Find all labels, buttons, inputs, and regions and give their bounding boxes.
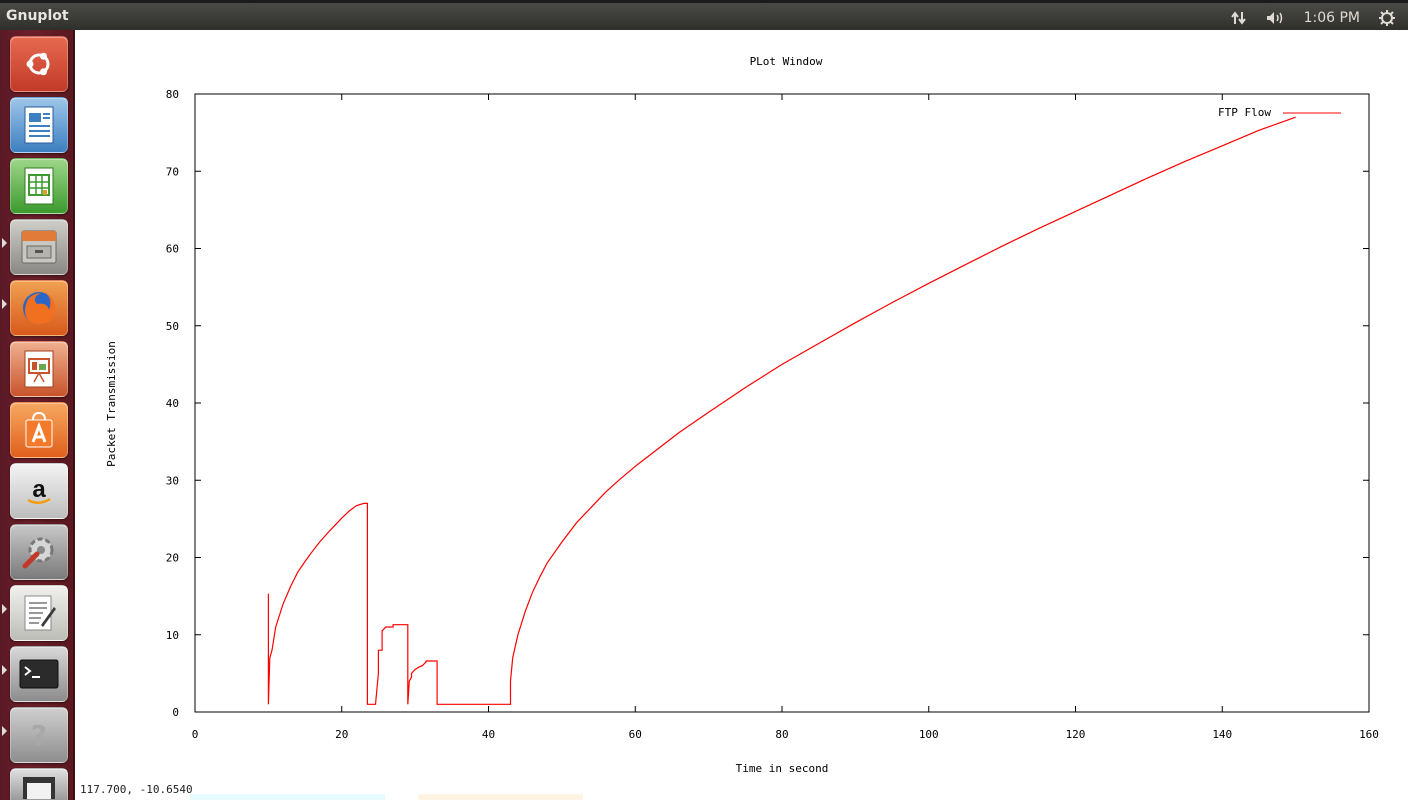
- clock-label[interactable]: 1:06 PM: [1303, 10, 1360, 26]
- x-tick-label: 20: [335, 728, 348, 741]
- speaker-icon[interactable]: [1266, 11, 1286, 25]
- text-editor-icon[interactable]: [10, 585, 68, 641]
- legend-label: FTP Flow: [1218, 106, 1271, 119]
- plot-canvas[interactable]: PLot Window 0 20 40 60 80 100 120 140 160 0 10 20 3…: [77, 30, 1408, 783]
- x-axis: 0 20 40 60 80 100 120 140 160: [192, 94, 1379, 741]
- x-tick-label: 60: [629, 728, 642, 741]
- running-indicator: [2, 665, 7, 675]
- legend: FTP Flow: [1218, 106, 1341, 119]
- app-title: Gnuplot: [6, 8, 69, 24]
- x-tick-label: 160: [1359, 728, 1379, 741]
- top-panel: Gnuplot 1:06 PM: [0, 0, 1408, 30]
- amazon-icon[interactable]: a: [10, 463, 68, 519]
- x-tick-label: 120: [1066, 728, 1086, 741]
- launcher: a ?: [0, 30, 75, 800]
- help-icon[interactable]: ?: [10, 707, 68, 763]
- indicator-area: 1:06 PM: [1230, 7, 1396, 29]
- x-tick-label: 0: [192, 728, 199, 741]
- x-tick-label: 100: [919, 728, 939, 741]
- y-tick-label: 80: [166, 88, 179, 101]
- writer-icon[interactable]: [10, 97, 68, 153]
- mouse-coordinates: 117.700, -10.6540: [80, 783, 193, 796]
- y-axis: 0 10 20 30 40 50 60 70 80: [166, 88, 1369, 719]
- y-tick-label: 40: [166, 397, 179, 410]
- y-tick-label: 70: [166, 165, 179, 178]
- ubuntu-logo-icon[interactable]: [10, 36, 68, 92]
- settings-wrench-icon[interactable]: [10, 524, 68, 580]
- file-cabinet-icon[interactable]: [10, 219, 68, 275]
- calc-icon[interactable]: [10, 158, 68, 214]
- y-tick-label: 30: [166, 474, 179, 487]
- trash-icon[interactable]: [10, 768, 68, 800]
- y-tick-label: 0: [172, 706, 179, 719]
- gear-power-icon[interactable]: [1378, 9, 1396, 27]
- plot-frame: [194, 93, 1370, 713]
- impress-icon[interactable]: [10, 341, 68, 397]
- x-tick-label: 140: [1212, 728, 1232, 741]
- network-updown-icon[interactable]: [1230, 11, 1248, 25]
- running-indicator: [2, 604, 7, 614]
- x-tick-label: 80: [775, 728, 788, 741]
- y-tick-label: 50: [166, 320, 179, 333]
- x-axis-label: Time in second: [736, 762, 829, 775]
- taskbar-glow: [190, 794, 385, 800]
- taskbar-glow: [418, 794, 583, 800]
- svg-text:a: a: [32, 476, 46, 503]
- running-indicator: [2, 726, 7, 736]
- running-indicator: [2, 238, 7, 248]
- firefox-icon[interactable]: [10, 280, 68, 336]
- y-tick-label: 60: [166, 243, 179, 256]
- y-tick-label: 20: [166, 552, 179, 565]
- y-axis-label: Packet Transmission: [105, 341, 118, 467]
- x-tick-label: 40: [482, 728, 495, 741]
- series-line-ftp-flow: [267, 116, 1296, 705]
- terminal-icon[interactable]: [10, 646, 68, 702]
- y-tick-label: 10: [166, 629, 179, 642]
- chart-title: PLot Window: [750, 55, 823, 68]
- running-indicator: [2, 299, 7, 309]
- shopping-bag-icon[interactable]: [10, 402, 68, 458]
- svg-text:?: ?: [31, 719, 47, 752]
